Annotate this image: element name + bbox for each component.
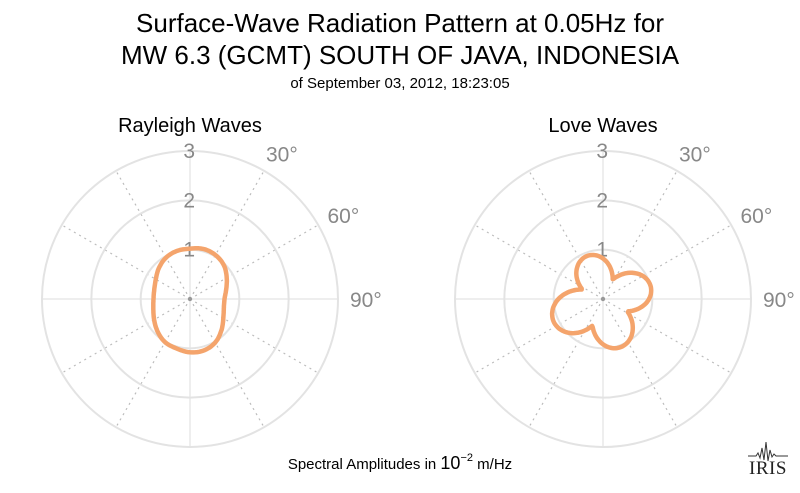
polar-rayleigh-spoke: [61, 298, 191, 374]
polar-love-title: Love Waves: [548, 115, 657, 137]
polar-rayleigh-spoke: [189, 298, 319, 374]
chart-title-line-1: Surface-Wave Radiation Pattern at 0.05Hz…: [136, 8, 664, 38]
polar-love-spoke: [602, 224, 732, 300]
polar-rayleigh-center-dot: [187, 296, 193, 302]
polar-love-spoke: [528, 170, 604, 300]
polar-love-angle-tick-label: 90°: [763, 289, 795, 312]
polar-rayleigh-spoke: [189, 170, 265, 300]
polar-rayleigh-pattern-line: [151, 246, 230, 355]
amplitude-units-caption: Spectral Amplitudes in 10−2 m/Hz: [0, 452, 800, 474]
polar-love-grid-circle: [552, 248, 654, 350]
polar-love-angle-tick-label: 60°: [740, 205, 772, 228]
units-base: 10: [440, 453, 461, 473]
units-prefix: Spectral Amplitudes in: [287, 456, 441, 473]
polar-rayleigh-grid-circle: [90, 199, 290, 399]
polar-rayleigh-spoke: [61, 224, 191, 300]
units-suffix: m/Hz: [472, 456, 513, 473]
polar-rayleigh-grid-circle: [41, 150, 339, 448]
polar-rayleigh-title: Rayleigh Waves: [118, 115, 262, 137]
polar-rayleigh-spoke: [189, 224, 319, 300]
polar-rayleigh-spoke: [115, 170, 191, 300]
chart-subtitle: of September 03, 2012, 18:23:05: [290, 75, 510, 92]
polar-rayleigh-angle-tick-label: 60°: [327, 205, 359, 228]
seismogram-icon: [748, 441, 788, 462]
polar-love-r-tick-label: 3: [596, 140, 608, 163]
polar-love-angle-tick-label: 30°: [679, 144, 711, 167]
polar-love-spoke: [528, 298, 604, 428]
polar-love-spoke: [474, 298, 604, 374]
iris-logo-text: IRIS: [749, 458, 787, 479]
polar-rayleigh-r-tick-label: 2: [183, 189, 195, 212]
polar-love-pattern-line: [549, 252, 654, 351]
polar-love-grid-circle: [503, 199, 703, 399]
polar-rayleigh-spoke: [189, 298, 265, 428]
chart-title-line-2: MW 6.3 (GCMT) SOUTH OF JAVA, INDONESIA: [120, 40, 680, 70]
iris-logo: IRIS: [744, 438, 792, 484]
polar-rayleigh-spoke: [115, 298, 191, 428]
polar-rayleigh-r-tick-label: 3: [183, 140, 195, 163]
polar-rayleigh-angle-tick-label: 90°: [350, 289, 382, 312]
polar-love-grid-circle: [454, 150, 752, 448]
polar-love-chart: 1 2 3 30° 60° 90° Love Waves: [454, 115, 795, 448]
polar-love-spoke: [602, 298, 732, 374]
polar-love-r-tick-label: 1: [596, 239, 608, 262]
polar-love-r-tick-label: 2: [596, 189, 608, 212]
polar-rayleigh-chart: 123 30°60°90°Rayleigh Waves: [41, 115, 382, 448]
units-exponent: −2: [460, 452, 473, 464]
polar-love-spoke: [602, 298, 678, 428]
polar-love-center-dot: [600, 296, 606, 302]
polar-rayleigh-angle-tick-label: 30°: [266, 144, 298, 167]
